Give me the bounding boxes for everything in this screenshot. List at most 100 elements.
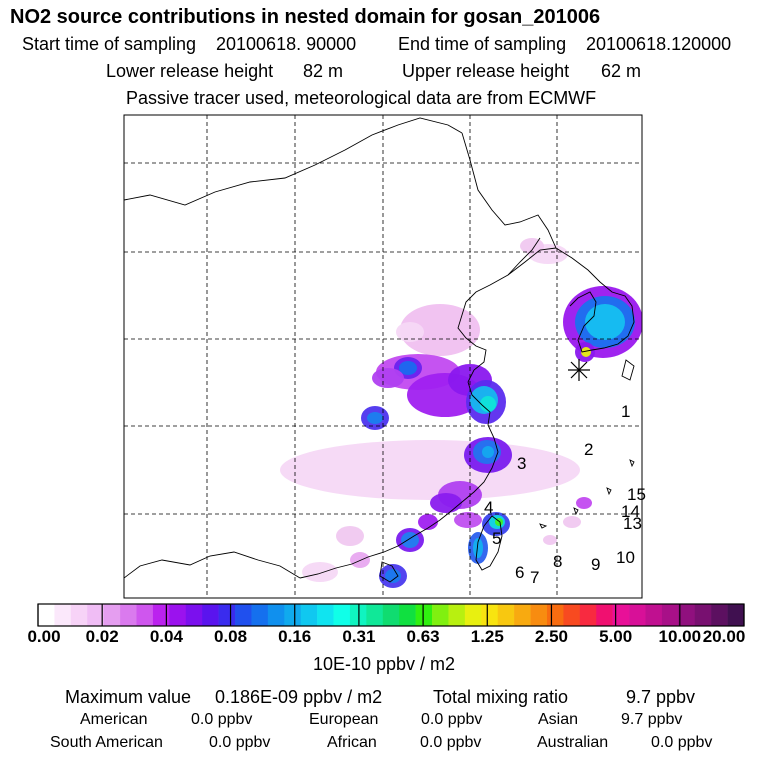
- region-label-9: 9: [591, 555, 600, 574]
- max-value: 0.186E-09 ppbv / m2: [215, 687, 383, 707]
- concentration-plume-layer: [280, 238, 642, 588]
- colorbar-swatch-28: [481, 604, 499, 626]
- region-label-2: 2: [584, 440, 593, 459]
- plume-cell-39: [585, 304, 625, 340]
- colorbar-swatch-19: [333, 604, 351, 626]
- plume-cell-33: [302, 562, 338, 582]
- colorbar-swatch-10: [185, 604, 203, 626]
- region-label-6: 6: [515, 563, 524, 582]
- american-label: American: [80, 711, 148, 728]
- colorbar-tick-label-10: 5.00: [599, 627, 633, 646]
- plume-cell-20: [454, 512, 482, 528]
- plume-cell-2: [400, 304, 480, 356]
- chart-title: NO2 source contributions in nested domai…: [10, 6, 601, 28]
- colorbar-swatch-12: [218, 604, 236, 626]
- colorbar-swatch-38: [645, 604, 663, 626]
- start-time-value: 20100618. 90000: [216, 34, 357, 54]
- plume-cell-30: [385, 569, 401, 583]
- plume-cell-28: [418, 514, 438, 530]
- upper-release-label: Upper release height: [402, 61, 570, 81]
- australian-value: 0.0 ppbv: [651, 734, 713, 751]
- plume-cell-1: [280, 440, 580, 500]
- plume-cell-31: [336, 526, 364, 546]
- colorbar-tick-label-9: 2.50: [534, 627, 568, 646]
- colorbar-swatch-39: [661, 604, 679, 626]
- start-time-label: Start time of sampling: [22, 34, 197, 54]
- european-value: 0.0 ppbv: [421, 711, 483, 728]
- colorbar-swatch-41: [694, 604, 712, 626]
- lower-release-label: Lower release height: [106, 61, 274, 81]
- colorbar-swatch-14: [251, 604, 269, 626]
- colorbar-swatch-23: [399, 604, 416, 626]
- colorbar-swatch-26: [448, 604, 466, 626]
- plume-cell-32: [350, 552, 370, 568]
- border-northeast: [461, 132, 557, 249]
- region-label-3: 3: [517, 454, 526, 473]
- colorbar-swatch-4: [87, 604, 104, 626]
- colorbar-swatch-34: [579, 604, 597, 626]
- colorbar-swatch-5: [103, 604, 121, 626]
- plume-cell-35: [563, 516, 581, 528]
- graticule-grid: [124, 115, 642, 598]
- colorbar-tick-label-4: 0.08: [213, 627, 248, 646]
- african-value: 0.0 ppbv: [420, 734, 482, 751]
- colorbar-swatch-33: [563, 604, 581, 626]
- lower-release-value: 82 m: [303, 61, 344, 81]
- colorbar-tick-label-7: 0.63: [406, 627, 440, 646]
- region-label-5: 5: [492, 529, 501, 548]
- colorbar-swatch-11: [202, 604, 219, 626]
- colorbar-swatch-36: [612, 604, 630, 626]
- peninsula-liaodong: [507, 237, 541, 276]
- max-value-label: Maximum value: [65, 687, 192, 707]
- region-label-7: 7: [530, 568, 539, 587]
- colorbar-swatch-24: [415, 604, 433, 626]
- colorbar-tick-label-6: 0.31: [342, 627, 376, 646]
- total-mixing-value: 9.7 ppbv: [626, 687, 696, 707]
- plume-cell-17: [482, 446, 494, 458]
- colorbar-swatch-25: [432, 604, 449, 626]
- colorbar-swatch-27: [464, 604, 482, 626]
- colorbar-swatch-35: [596, 604, 613, 626]
- receptor-marker: [568, 359, 590, 381]
- colorbar-tick-label-8: 1.25: [470, 627, 504, 646]
- colorbar-swatch-29: [497, 604, 515, 626]
- colorbar-swatch-1: [38, 604, 55, 626]
- colorbar-tick-label-5: 0.16: [278, 627, 312, 646]
- plume-cell-19: [430, 493, 462, 513]
- border-southwest: [124, 551, 301, 579]
- colorbar-swatch-40: [678, 604, 696, 626]
- border-north: [124, 117, 463, 206]
- ryukyu-2: [606, 487, 612, 496]
- colorbar-tick-label-12: 20.00: [702, 627, 746, 646]
- colorbar-swatch-22: [382, 604, 400, 626]
- colorbar-tick-label-11: 10.00: [658, 627, 702, 646]
- colorbar-swatch-3: [70, 604, 88, 626]
- ryukyu-3: [573, 507, 579, 516]
- plume-cell-34: [576, 497, 592, 509]
- coastline-layer: [124, 117, 635, 583]
- region-label-14: 14: [621, 502, 640, 521]
- ryukyu-1: [629, 459, 635, 468]
- hainan: [379, 561, 399, 583]
- colorbar-swatch-37: [629, 604, 646, 626]
- colorbar-swatch-8: [152, 604, 170, 626]
- plume-cell-8: [399, 361, 417, 375]
- colorbar-swatch-21: [366, 604, 384, 626]
- region-label-15: 15: [627, 485, 646, 504]
- plume-cell-36: [543, 535, 557, 545]
- colorbar-swatch-42: [711, 604, 728, 626]
- plume-cell-25: [473, 538, 483, 558]
- japan-kyushu: [621, 359, 635, 381]
- region-label-10: 10: [616, 548, 635, 567]
- plume-cell-9: [372, 368, 404, 388]
- colorbar-swatch-18: [317, 604, 334, 626]
- upper-release-value: 62 m: [601, 61, 642, 81]
- ryukyu-4: [539, 523, 548, 529]
- colorbar-swatch-43: [727, 604, 745, 626]
- european-label: European: [309, 711, 379, 728]
- region-label-8: 8: [553, 552, 562, 571]
- colorbar-swatch-7: [136, 604, 154, 626]
- taiwan: [475, 515, 503, 571]
- map-frame: [123, 114, 643, 599]
